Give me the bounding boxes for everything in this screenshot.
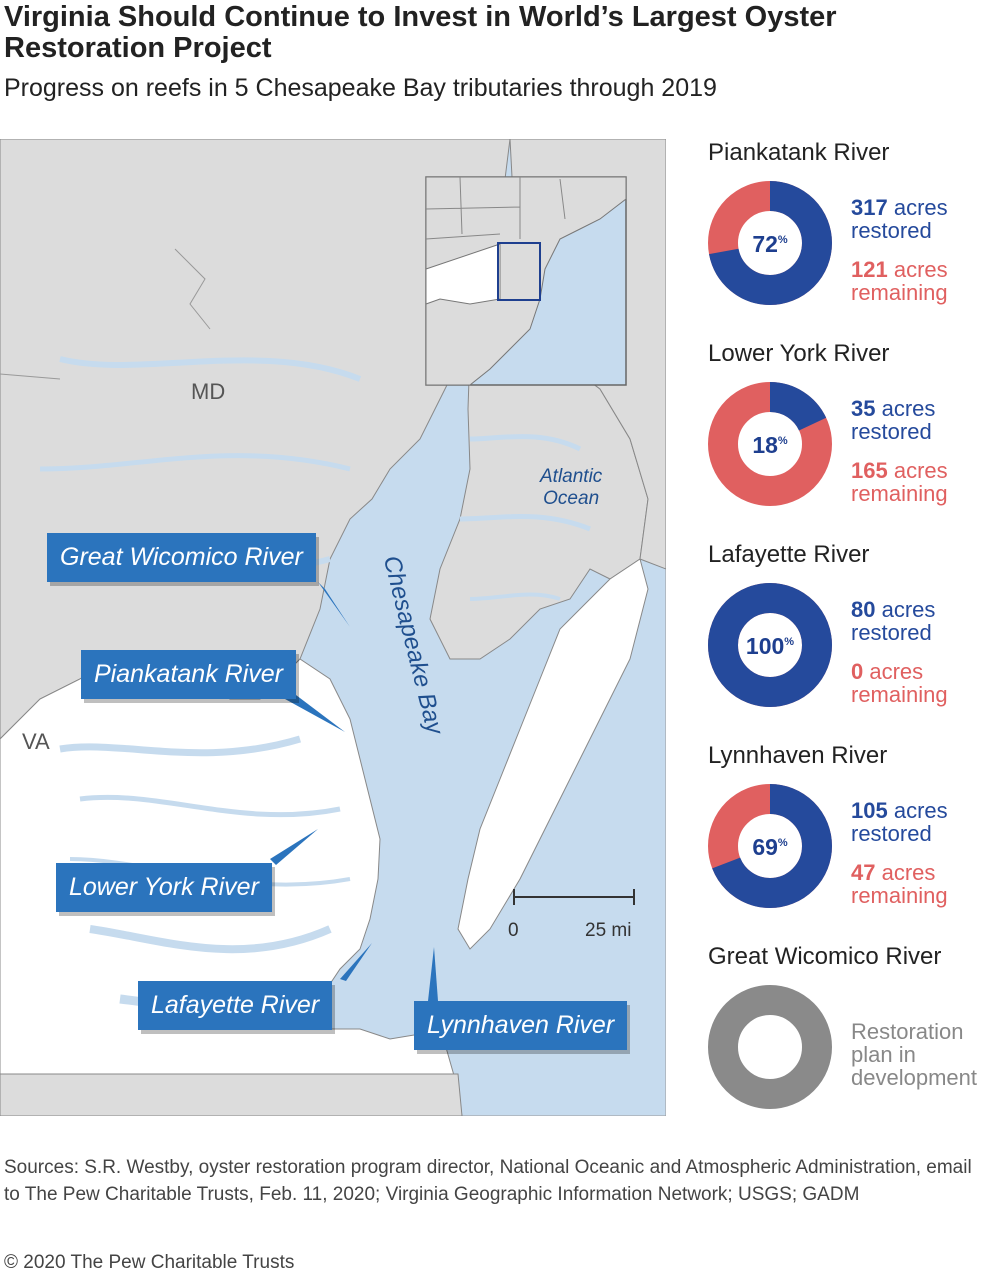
scale-end: 25 mi [585, 920, 632, 941]
remaining-number: 165 [851, 458, 888, 483]
remaining-unit: acres [881, 860, 936, 885]
callout-lynnhaven: Lynnhaven River [414, 1001, 628, 1050]
remaining-number: 0 [851, 659, 864, 684]
pending-donut [708, 985, 832, 1109]
callout-lafayette: Lafayette River [138, 981, 333, 1030]
percent-value: 18 [752, 432, 778, 458]
remaining-word: remaining [851, 883, 948, 908]
panel-lynnhaven: Lynnhaven River 69% 105 acres restored 47… [708, 742, 990, 932]
restored-slice [708, 181, 832, 305]
donut-chart [708, 583, 832, 707]
callout-great-wicomico: Great Wicomico River [47, 533, 316, 582]
donut-chart [708, 382, 832, 506]
ocean-label-line2: Ocean [543, 488, 600, 509]
state-label-va: VA [22, 729, 50, 754]
restored-word: restored [851, 419, 932, 444]
map-graphic [0, 139, 666, 1116]
panel-lafayette: Lafayette River 100% 80 acres restored 0 … [708, 541, 990, 731]
percent-label: 100% [730, 633, 810, 660]
pending-line1: Restoration [851, 1019, 964, 1044]
pending-line3: development [851, 1065, 977, 1090]
percent-value: 72 [752, 231, 778, 257]
restored-unit: acres [881, 597, 936, 622]
restored-number: 35 [851, 396, 876, 421]
percent-sign: % [777, 435, 788, 447]
remaining-word: remaining [851, 682, 948, 707]
callout-piankatank: Piankatank River [81, 650, 296, 699]
percent-value: 69 [752, 834, 778, 860]
page-title: Virginia Should Continue to Invest in Wo… [4, 1, 837, 64]
inset-locator-map [425, 176, 627, 386]
percent-sign: % [777, 234, 788, 246]
remaining-unit: acres [869, 659, 924, 684]
percent-label: 18% [730, 432, 810, 459]
restored-number: 317 [851, 195, 888, 220]
percent-label: 69% [730, 834, 810, 861]
remaining-number: 121 [851, 257, 888, 282]
restored-number: 80 [851, 597, 876, 622]
river-name: Lynnhaven River [708, 742, 888, 769]
panel-piankatank: Piankatank River 72% 317 acres restored 1… [708, 139, 990, 329]
state-label-md: MD [191, 379, 226, 404]
remaining-number: 47 [851, 860, 876, 885]
ocean-label-line1: Atlantic [540, 466, 603, 487]
restored-slice [708, 382, 832, 506]
river-name: Lafayette River [708, 541, 870, 568]
restored-word: restored [851, 218, 932, 243]
restored-word: restored [851, 620, 932, 645]
remaining-stat: 165 acres remaining [851, 459, 948, 505]
pending-ring [708, 985, 832, 1109]
copyright: © 2020 The Pew Charitable Trusts [4, 1252, 295, 1273]
ocean-label: Atlantic Ocean [540, 466, 602, 510]
donut-chart [708, 784, 832, 908]
page-subtitle: Progress on reefs in 5 Chesapeake Bay tr… [4, 74, 717, 102]
remaining-stat: 0 acres remaining [851, 660, 948, 706]
scale-zero: 0 [508, 920, 519, 941]
restored-stat: 35 acres restored [851, 397, 935, 443]
panel-lower-york: Lower York River 18% 35 acres restored 16… [708, 340, 990, 530]
restored-unit: acres [893, 195, 948, 220]
restored-slice [708, 784, 832, 908]
remaining-word: remaining [851, 280, 948, 305]
remaining-stat: 47 acres remaining [851, 861, 948, 907]
remaining-unit: acres [893, 458, 948, 483]
virginia-eastern-shore [457, 558, 649, 950]
river-name: Great Wicomico River [708, 943, 942, 970]
panel-great-wicomico: Great Wicomico River Restoration plan in… [708, 943, 990, 1109]
remaining-word: remaining [851, 481, 948, 506]
chesapeake-map: MD VA Chesapeake Bay Atlantic Ocean 0 25… [0, 139, 666, 1116]
restored-stat: 105 acres restored [851, 799, 948, 845]
pending-note: Restoration plan in development [851, 1020, 977, 1089]
restored-unit: acres [881, 396, 936, 421]
callout-lower-york: Lower York River [56, 863, 272, 912]
donut-chart [708, 181, 832, 305]
river-name: Lower York River [708, 340, 890, 367]
sources-note: Sources: S.R. Westby, oyster restoration… [4, 1157, 972, 1205]
percent-value: 100 [745, 633, 785, 659]
remaining-stat: 121 acres remaining [851, 258, 948, 304]
restored-stat: 317 acres restored [851, 196, 948, 242]
restored-slice [708, 583, 832, 707]
percent-sign: % [777, 837, 788, 849]
restored-number: 105 [851, 798, 888, 823]
restored-unit: acres [893, 798, 948, 823]
restored-stat: 80 acres restored [851, 598, 935, 644]
pending-line2: plan in [851, 1042, 916, 1067]
remaining-unit: acres [893, 257, 948, 282]
river-name: Piankatank River [708, 139, 890, 166]
percent-sign: % [784, 636, 795, 648]
restored-word: restored [851, 821, 932, 846]
percent-label: 72% [730, 231, 810, 258]
